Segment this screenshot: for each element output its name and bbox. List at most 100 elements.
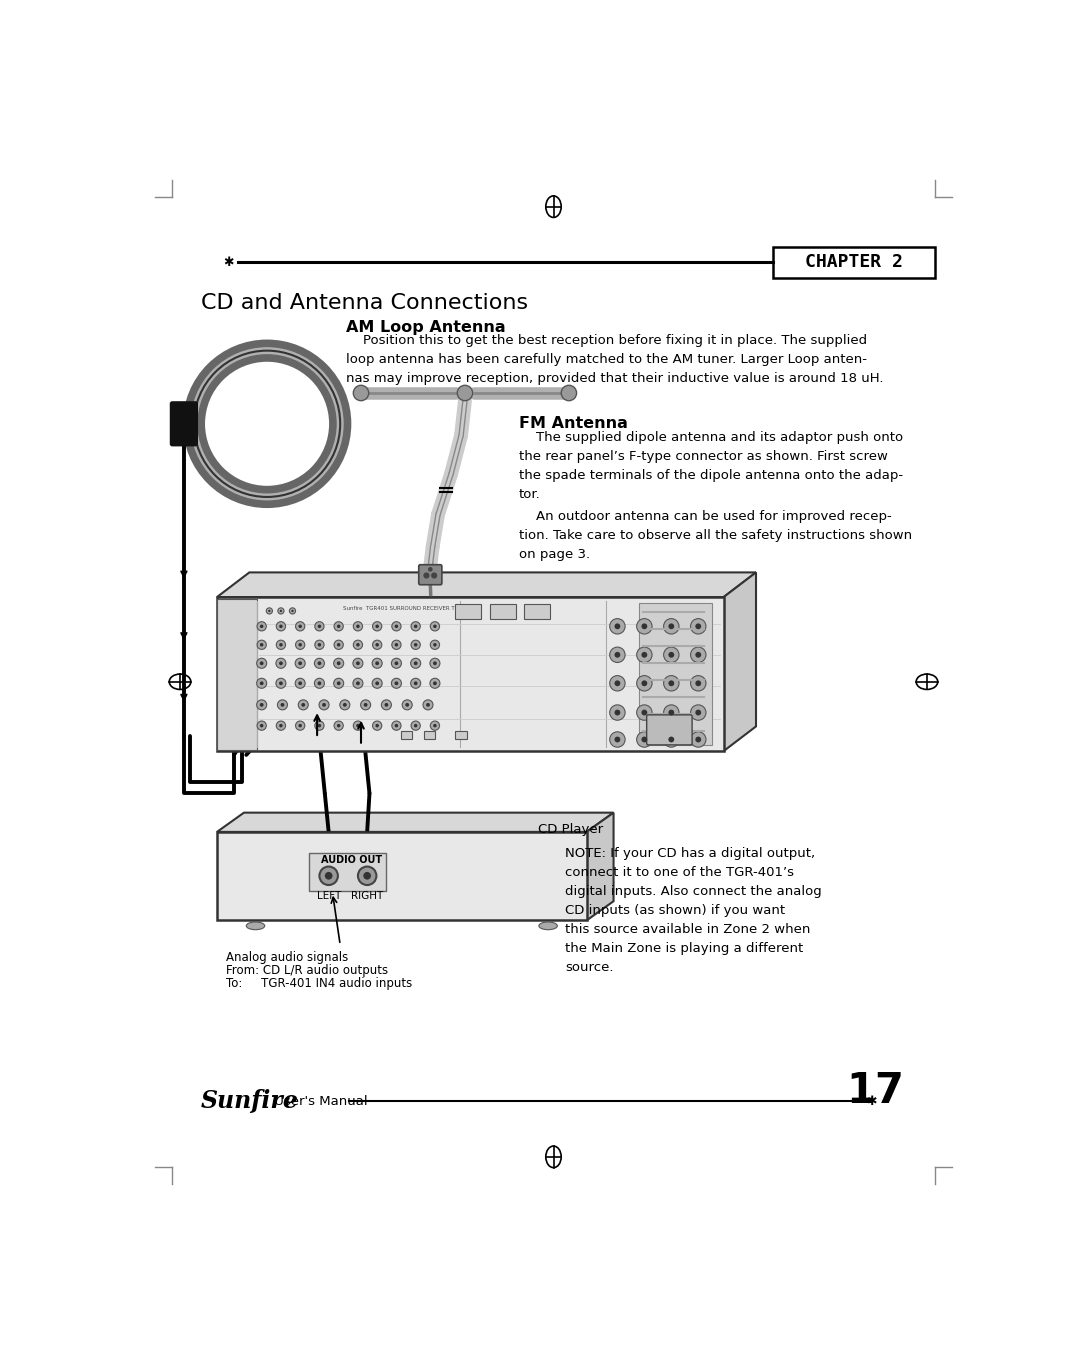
Circle shape	[337, 682, 340, 686]
Circle shape	[319, 699, 329, 710]
Circle shape	[411, 622, 420, 630]
Circle shape	[334, 721, 343, 730]
Circle shape	[394, 682, 399, 686]
Circle shape	[318, 682, 322, 686]
Circle shape	[642, 710, 647, 716]
Circle shape	[433, 724, 436, 728]
Circle shape	[427, 703, 430, 707]
Circle shape	[257, 678, 267, 688]
Circle shape	[663, 618, 679, 634]
Circle shape	[636, 732, 652, 747]
Circle shape	[353, 622, 363, 630]
Circle shape	[267, 608, 272, 614]
Circle shape	[301, 703, 306, 707]
Text: Analog audio signals: Analog audio signals	[226, 952, 349, 964]
Circle shape	[402, 699, 413, 710]
Circle shape	[562, 385, 577, 401]
Circle shape	[298, 625, 302, 628]
Circle shape	[410, 678, 421, 688]
Circle shape	[373, 659, 382, 668]
Circle shape	[696, 624, 701, 629]
Circle shape	[334, 622, 343, 630]
Circle shape	[414, 625, 418, 628]
Circle shape	[276, 640, 285, 649]
Circle shape	[276, 721, 285, 730]
Circle shape	[610, 732, 625, 747]
Circle shape	[423, 572, 430, 579]
Circle shape	[610, 705, 625, 721]
Circle shape	[356, 682, 360, 686]
Circle shape	[353, 678, 363, 688]
Circle shape	[260, 643, 264, 647]
Circle shape	[669, 710, 674, 716]
Circle shape	[428, 567, 433, 571]
Circle shape	[280, 610, 282, 612]
Circle shape	[696, 680, 701, 686]
Circle shape	[663, 675, 679, 691]
Circle shape	[373, 640, 382, 649]
Circle shape	[257, 622, 267, 630]
Circle shape	[295, 678, 306, 688]
Circle shape	[410, 659, 421, 668]
Circle shape	[298, 682, 302, 686]
Circle shape	[276, 622, 285, 630]
Text: From: CD L/R audio outputs: From: CD L/R audio outputs	[226, 964, 389, 977]
Circle shape	[414, 643, 418, 647]
Polygon shape	[217, 572, 756, 597]
Circle shape	[314, 721, 324, 730]
Circle shape	[334, 678, 343, 688]
Circle shape	[298, 724, 302, 728]
Polygon shape	[217, 813, 613, 832]
Circle shape	[669, 737, 674, 742]
Circle shape	[257, 640, 267, 649]
Ellipse shape	[246, 922, 265, 930]
Circle shape	[334, 640, 343, 649]
Text: NOTE: If your CD has a digital output,
connect it to one of the TGR-401’s
digita: NOTE: If your CD has a digital output, c…	[565, 848, 822, 975]
Circle shape	[636, 647, 652, 663]
Circle shape	[663, 732, 679, 747]
Circle shape	[642, 624, 647, 629]
Circle shape	[314, 640, 324, 649]
FancyBboxPatch shape	[217, 597, 724, 751]
FancyBboxPatch shape	[419, 564, 442, 585]
Circle shape	[433, 662, 436, 666]
Circle shape	[257, 659, 267, 668]
Circle shape	[353, 640, 363, 649]
Circle shape	[375, 682, 379, 686]
Circle shape	[278, 699, 287, 710]
Circle shape	[320, 867, 338, 886]
Circle shape	[433, 682, 436, 686]
Circle shape	[357, 867, 377, 886]
Circle shape	[414, 662, 418, 666]
FancyBboxPatch shape	[647, 716, 692, 745]
Ellipse shape	[539, 922, 557, 930]
FancyBboxPatch shape	[171, 402, 197, 446]
Circle shape	[690, 647, 706, 663]
Circle shape	[392, 622, 401, 630]
Circle shape	[690, 618, 706, 634]
Circle shape	[376, 625, 379, 628]
Circle shape	[423, 699, 433, 710]
Circle shape	[337, 625, 340, 628]
Circle shape	[391, 678, 402, 688]
Circle shape	[257, 721, 267, 730]
Circle shape	[260, 662, 264, 666]
Circle shape	[260, 682, 264, 686]
Circle shape	[279, 643, 283, 647]
Circle shape	[615, 680, 620, 686]
Circle shape	[279, 724, 283, 728]
Circle shape	[337, 643, 340, 647]
Circle shape	[334, 659, 343, 668]
Circle shape	[314, 659, 324, 668]
Text: LEFT: LEFT	[316, 891, 341, 902]
Circle shape	[384, 703, 389, 707]
Circle shape	[356, 662, 360, 666]
Circle shape	[298, 699, 308, 710]
Circle shape	[414, 682, 418, 686]
Text: ✱: ✱	[224, 255, 233, 269]
Circle shape	[642, 680, 647, 686]
Circle shape	[337, 724, 340, 728]
Circle shape	[353, 721, 363, 730]
FancyBboxPatch shape	[455, 732, 468, 738]
Circle shape	[373, 721, 382, 730]
